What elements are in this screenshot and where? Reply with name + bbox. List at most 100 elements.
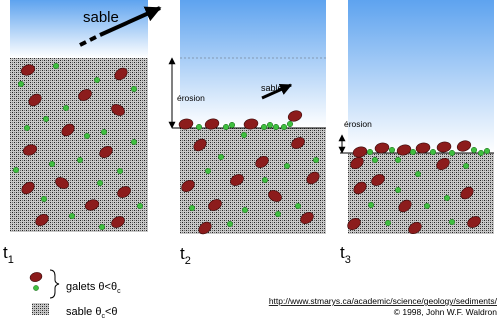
sand-grain [477,149,485,157]
sand-grain [130,85,138,93]
pebble [84,199,100,211]
sand-grain [76,156,84,164]
legend-sand-label: sable θc<θ [66,306,118,320]
water-column [348,0,494,153]
panel-t2-clasts [178,110,320,235]
sand-grain [366,148,374,156]
sand-grain [40,195,48,203]
sand-grain [240,131,248,139]
pebble [287,110,303,122]
sand-grain [52,62,60,70]
sand-grain [443,194,451,202]
sand-grain [100,128,108,136]
sand-grain [429,148,437,156]
sand-grain [116,167,124,175]
legend-brace [49,269,60,299]
panel-t1-clasts [12,62,144,231]
sand-grain [17,80,25,88]
pebble [467,216,481,228]
erosion-label: érosion [344,119,372,129]
sand-transport-arrow [261,83,293,100]
pebble [21,181,35,195]
sand-grain [96,179,104,187]
sand-grain [226,220,234,228]
pebble [178,118,194,130]
pebble [268,190,282,202]
sand-grain [241,206,249,214]
pebble [111,104,125,116]
legend: galets θ<θc sable θc<θ [29,269,121,320]
time-label: t3 [340,243,351,266]
sand-grain [93,76,101,84]
panel-t1: sable t1 [3,0,162,266]
source-url-link[interactable]: http://www.stmarys.ca/academic/science/g… [269,296,498,306]
pebble [61,123,75,137]
pebble [114,67,128,81]
pebble [55,177,69,189]
sand-grain [222,123,230,131]
pebble [460,186,474,200]
pebble [436,141,452,153]
sand-grain [272,123,280,131]
sand-grain [286,120,294,128]
sand-grain [388,146,396,154]
sand-grain [312,156,320,164]
sand-grain [48,160,56,168]
time-label: t2 [180,244,191,267]
pebble [415,142,431,154]
pebble [371,174,385,186]
pebble [291,137,305,149]
sand-grain [394,156,402,164]
sand-grain [204,167,212,175]
sand-grain [283,162,291,170]
legend-pebbles-label: galets θ<θc [66,281,121,295]
sand-grain [195,123,203,131]
legend-pebbles-symbol [29,272,43,291]
sand-grain [188,204,196,212]
pebble [22,144,38,156]
sand-grain [23,124,31,132]
sand-grain [260,123,268,131]
sand-grain [483,147,491,155]
pebble [408,221,422,235]
sand-grain [462,162,470,170]
sand-grain [68,212,76,220]
sand-grain [414,170,422,178]
sand-grain [294,202,302,210]
sand-grain [423,202,431,210]
pebble [230,174,244,186]
sand-grain [371,156,379,164]
pebble [300,211,314,225]
water-column [10,0,148,58]
pebble [243,118,259,130]
pebble [347,217,361,231]
time-label: t1 [3,243,14,266]
panel-t3: érosion t3 [338,0,494,266]
pebble [255,155,269,169]
pebble [436,157,450,171]
sand-grain [228,121,236,129]
panel-t2: érosion sable t2 [168,0,326,267]
pebble [20,64,36,76]
pebble [306,171,320,185]
erosion-label: érosion [177,93,205,103]
sand-grain [62,104,70,112]
pebble [396,144,412,156]
panel-t3-clasts [347,140,491,235]
pebble [193,138,207,152]
sand-label: sable [83,9,119,26]
sand-grain [470,146,478,154]
copyright-text: © 1998, John W.F. Waldron [394,307,498,317]
water-column [180,0,326,128]
sand-grain [409,148,417,156]
sand-grain [12,166,20,174]
legend-sand-swatch [32,303,49,315]
pebble [111,216,125,228]
pebble [28,93,42,107]
pebble [398,199,412,213]
pebble [353,181,367,195]
sand-grain [274,210,282,218]
sand-grain [130,138,138,146]
sand-grain [136,202,144,210]
